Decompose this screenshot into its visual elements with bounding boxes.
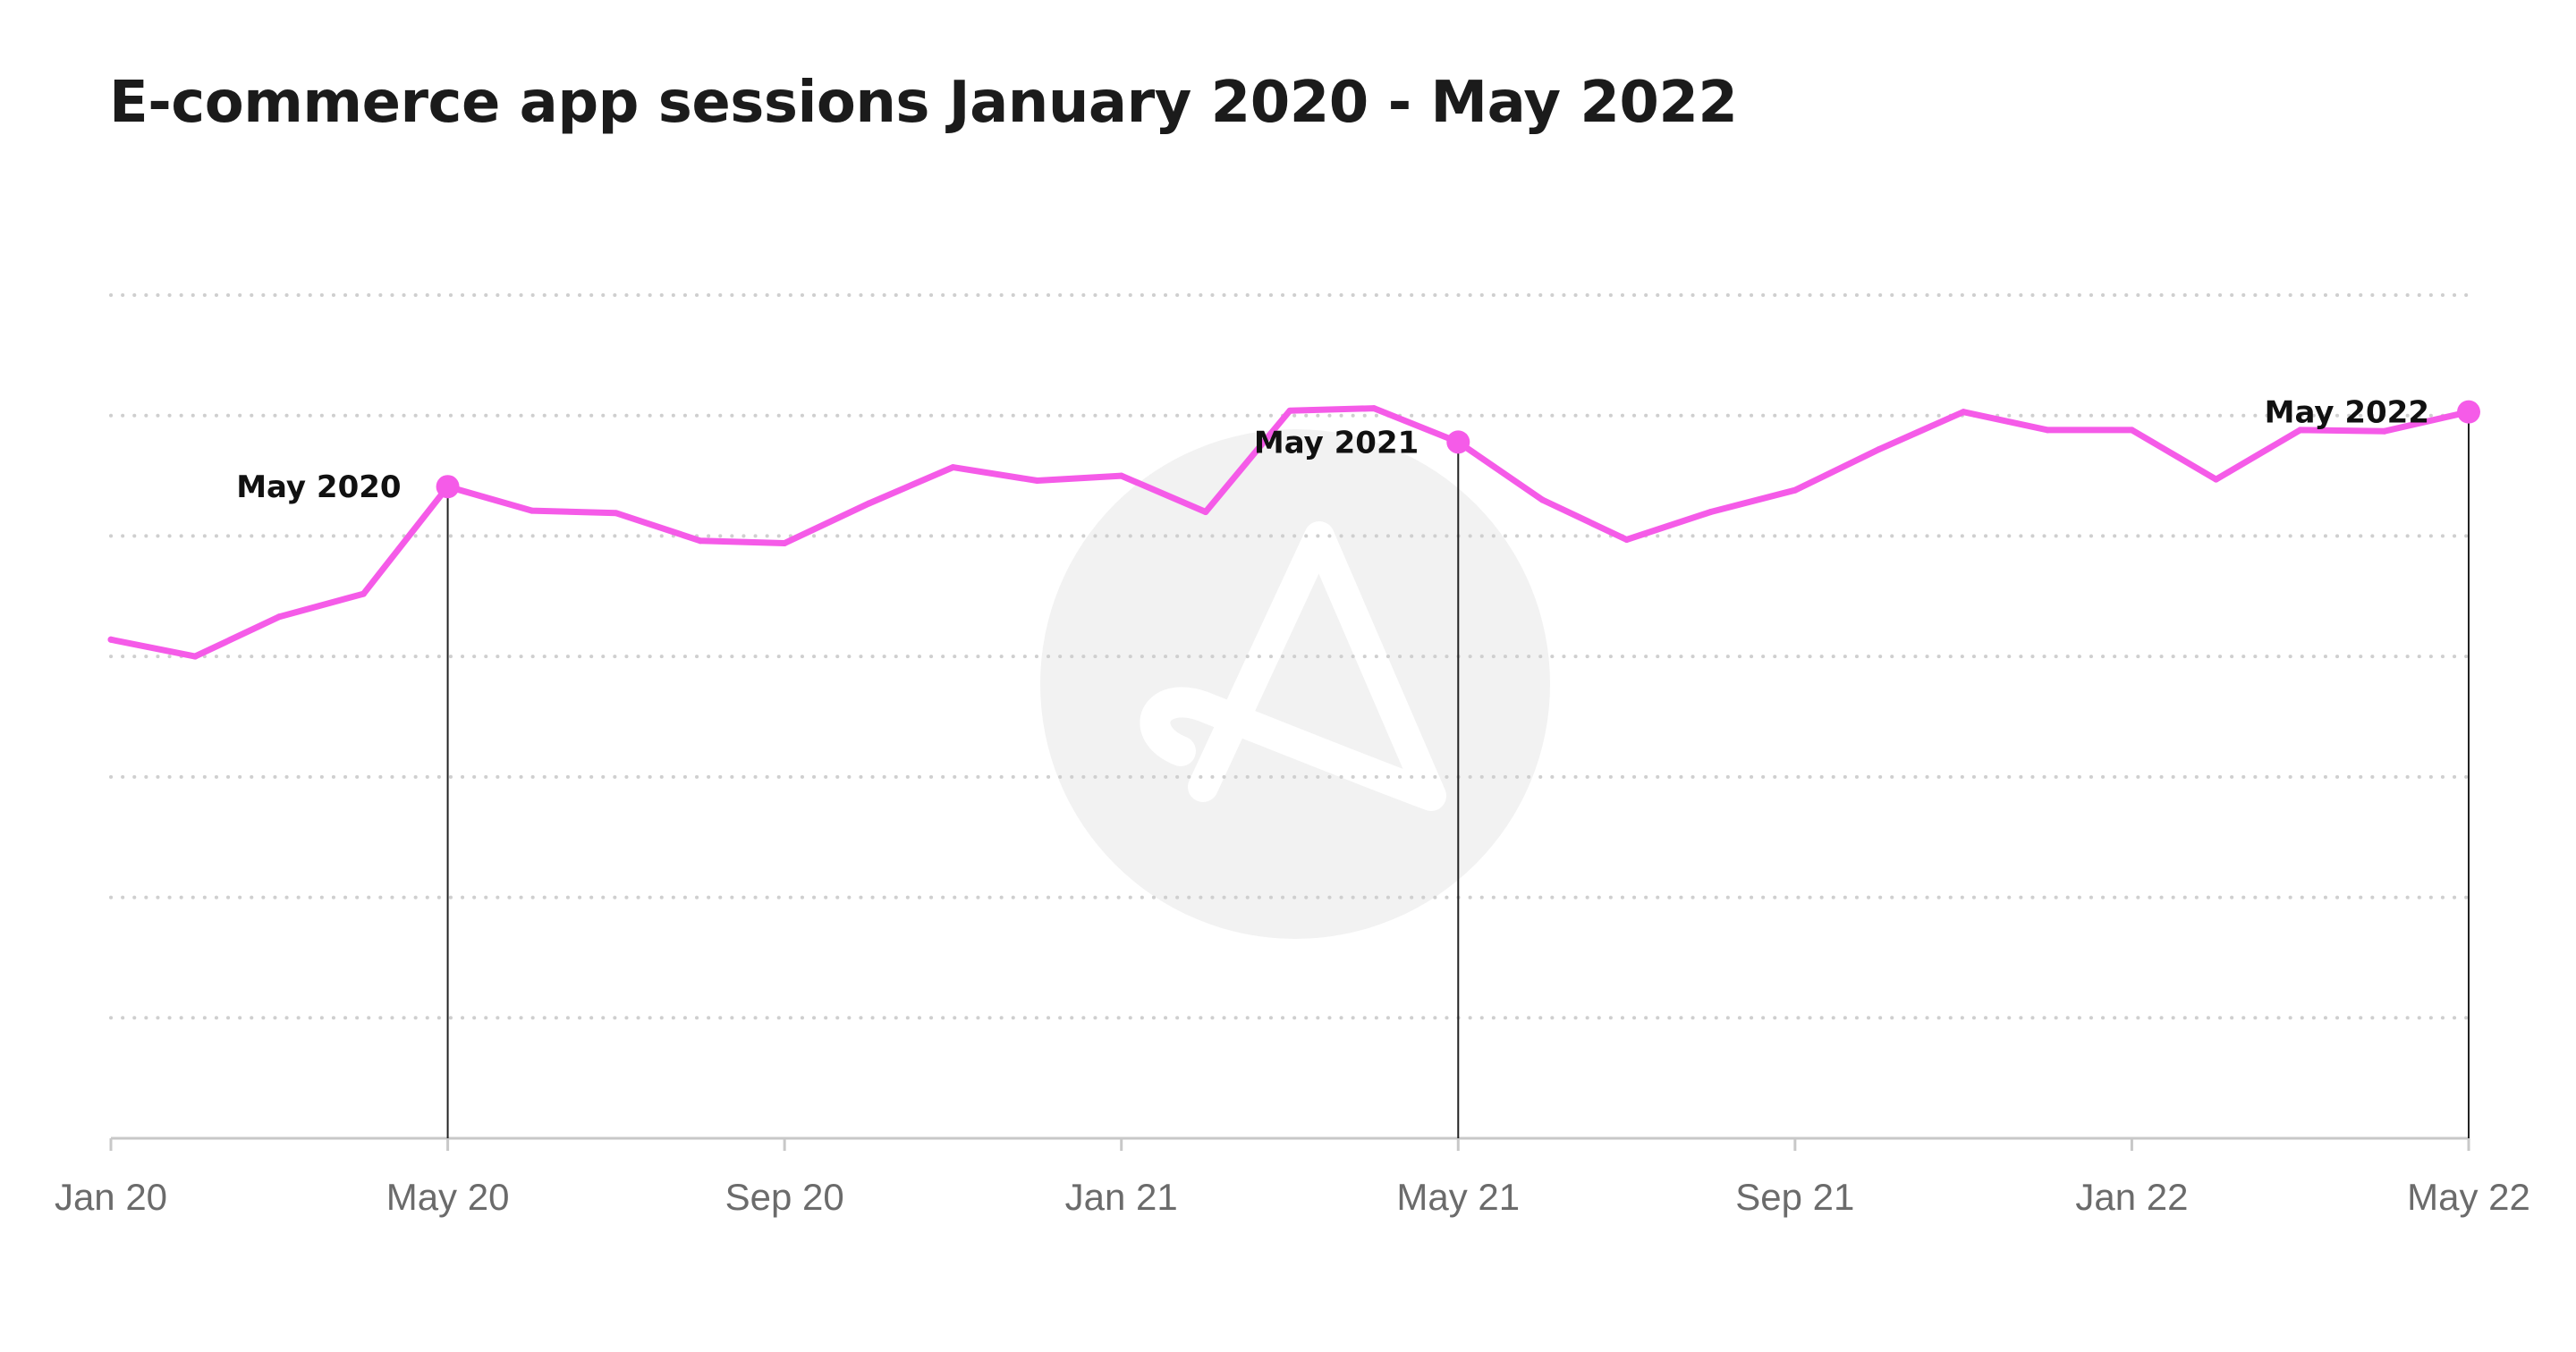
x-tick-label: Jan 22 [2075, 1176, 2188, 1218]
annotation-marker [2457, 400, 2480, 424]
data-point [781, 540, 788, 547]
annotation-label: May 2020 [236, 469, 401, 505]
data-point [529, 507, 536, 514]
data-point [949, 464, 956, 471]
data-point [1876, 445, 1883, 452]
x-tick-label: May 20 [386, 1176, 510, 1218]
data-point [1370, 405, 1377, 412]
watermark-circle [1040, 429, 1550, 939]
data-point [1707, 508, 1715, 515]
data-point [2381, 427, 2388, 435]
chart-title: E-commerce app sessions January 2020 - M… [109, 70, 1738, 136]
data-point [2297, 427, 2304, 434]
annotation-marker [1446, 430, 1470, 454]
data-point [2128, 427, 2135, 434]
data-point [1118, 472, 1125, 479]
data-point [1960, 409, 1967, 416]
x-tick-label: Sep 21 [1735, 1176, 1854, 1218]
data-point [2044, 427, 2051, 434]
data-point [107, 636, 114, 643]
annotation-label: May 2021 [1254, 425, 1419, 461]
annotation-label: May 2022 [2265, 395, 2429, 431]
watermark-logo [1040, 429, 1550, 939]
x-tick-label: Jan 21 [1065, 1176, 1178, 1218]
annotation-leaders [446, 411, 2470, 1138]
data-point [2213, 476, 2220, 483]
data-point [697, 537, 704, 545]
data-point [1623, 536, 1631, 543]
data-point [1202, 508, 1209, 515]
x-tick-label: May 22 [2407, 1176, 2530, 1218]
x-tick-label: Jan 20 [55, 1176, 167, 1218]
data-point [1792, 486, 1799, 494]
data-point [360, 590, 367, 597]
x-tick-label: Sep 20 [725, 1176, 844, 1218]
data-point [1034, 477, 1041, 484]
annotation-markers: May 2020 May 2021 May 2022 [236, 395, 2480, 505]
data-point [865, 500, 872, 507]
watermark-glyph [1140, 521, 1446, 811]
x-axis: Jan 20 May 20 Sep 20 Jan 21 May 21 Sep 21 Jan … [55, 1137, 2530, 1218]
data-point [191, 653, 199, 660]
x-tick-label: May 21 [1396, 1176, 1520, 1218]
data-point [1538, 496, 1546, 503]
data-point [613, 510, 620, 517]
data-point [275, 613, 283, 621]
annotation-marker [436, 475, 460, 499]
data-point [1286, 407, 1293, 414]
